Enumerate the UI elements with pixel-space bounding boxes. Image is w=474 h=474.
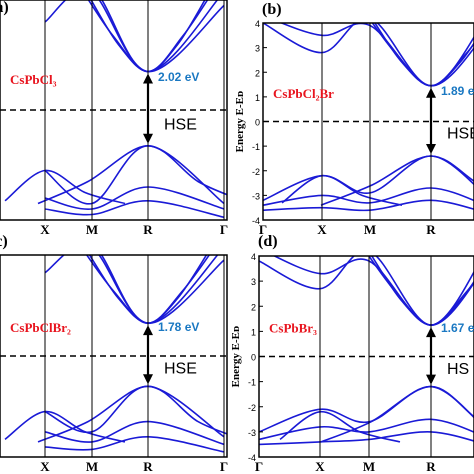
cbm-band-line: [370, 256, 474, 326]
compound-label: CsPbCl₃: [10, 72, 57, 87]
conduction-band-line: [98, 0, 225, 73]
ytick-label: 3: [251, 277, 256, 287]
valence-band-line: [44, 199, 225, 219]
kpoint-tick-label: Γ: [259, 222, 267, 237]
kpoint-tick-label: X: [40, 222, 50, 237]
ytick-label: -2: [248, 403, 256, 413]
ytick-label: -3: [248, 428, 256, 438]
cbm-band-line: [374, 23, 474, 87]
kpoint-tick-label: Γ: [220, 459, 228, 474]
gap-arrow-head-down: [143, 374, 153, 385]
conduction-band-line: [272, 256, 474, 326]
gap-arrow-head-up: [426, 327, 436, 338]
gap-arrow-head-down: [143, 133, 153, 144]
valence-band-line: [259, 385, 474, 433]
kpoint-tick-label: M: [86, 222, 98, 237]
plot-frame: [0, 0, 228, 221]
compound-label: CsPbCl₂Br: [273, 86, 334, 101]
y-axis-label: Energy E-Eᴅ: [230, 326, 242, 388]
ytick-label: 4: [251, 252, 256, 262]
panel-2: 1.78 eV HSE CsPbClBr₂ (c) X M R Γ: [0, 233, 228, 474]
valence-band-line: [44, 186, 225, 210]
ytick-label: -2: [252, 167, 260, 177]
method-label: HSE: [164, 116, 197, 133]
compound-label: CsPbBr₃: [269, 321, 317, 336]
y-axis-label: Energy E-Eᴅ: [234, 91, 246, 153]
panel-label: (d): [258, 233, 278, 250]
ytick-label: -3: [252, 191, 260, 201]
valence-band-line: [281, 174, 403, 206]
cbm-band-line: [371, 23, 474, 87]
vbm-band-line: [320, 155, 474, 206]
vbm-band-line: [37, 385, 227, 443]
method-label: HSE: [447, 126, 474, 143]
valence-band-line: [44, 420, 225, 446]
panel-label: (b): [262, 1, 282, 18]
kpoint-tick-label: X: [315, 459, 325, 474]
ytick-label: 2: [251, 302, 256, 312]
method-label: HS: [447, 361, 469, 378]
gap-arrow-head-down: [426, 143, 436, 154]
ytick-label: 2: [255, 68, 260, 78]
gap-arrow-head-up: [143, 73, 153, 84]
kpoint-tick-label: M: [86, 459, 98, 474]
gap-value-label: 2.02 eV: [158, 70, 199, 84]
gap-value-label: 1.67 e: [441, 321, 474, 335]
kpoint-tick-label: M: [363, 459, 375, 474]
panel-3: 1.67 e HS CsPbBr₃ (d) Γ X M R -4 -3 -2 -1 0 1 2 3 4 Energ…: [230, 233, 474, 474]
vbm-band-line: [320, 385, 474, 443]
ytick-label: -4: [252, 216, 260, 226]
ytick-label: 4: [255, 19, 260, 29]
conduction-band-line: [259, 256, 474, 326]
ytick-label: -1: [252, 142, 260, 152]
kpoint-tick-label: M: [364, 222, 376, 237]
valence-band-line: [4, 410, 126, 443]
ytick-label: -4: [248, 453, 256, 463]
plot-frame: [0, 254, 228, 458]
ytick-label: 3: [255, 44, 260, 54]
conduction-band-line: [279, 23, 474, 87]
panel-label: (c): [0, 233, 8, 250]
kpoint-tick-label: R: [426, 222, 436, 237]
valence-band-line: [279, 410, 401, 443]
panel-label: (a): [0, 0, 9, 16]
ytick-label: 1: [251, 327, 256, 337]
ytick-label: 0: [255, 118, 260, 128]
gap-value-label: 1.89 eV: [441, 84, 474, 98]
method-label: HSE: [164, 361, 197, 378]
gap-arrow-head-up: [143, 325, 153, 336]
ytick-label: 0: [251, 353, 256, 363]
valence-band-line: [4, 169, 126, 205]
compound-label: CsPbClBr₂: [10, 320, 71, 335]
valence-band-line: [263, 155, 474, 202]
panel-1: 1.89 eV HSE CsPbCl₂Br (b) Γ X M R -4 -3 -2 -1 0 1 2 3 4 E…: [234, 1, 474, 237]
kpoint-tick-label: X: [317, 222, 327, 237]
kpoint-tick-label: X: [40, 459, 50, 474]
kpoint-tick-label: Γ: [220, 222, 228, 237]
gap-arrow-head-down: [426, 374, 436, 385]
valence-band-line: [44, 144, 225, 205]
kpoint-tick-label: R: [426, 459, 436, 474]
gap-arrow-head-up: [426, 87, 436, 98]
ytick-label: 1: [255, 93, 260, 103]
valence-band-line: [44, 385, 225, 438]
conduction-band-line: [44, 0, 219, 73]
panel-0: 2.02 eV HSE CsPbCl₃ (a) X M R Γ: [0, 0, 228, 237]
gap-value-label: 1.78 eV: [158, 320, 199, 334]
valence-band-line: [263, 187, 474, 206]
ytick-label: -1: [248, 378, 256, 388]
kpoint-tick-label: R: [143, 459, 153, 474]
kpoint-tick-label: Γ: [255, 459, 263, 474]
conduction-band-line: [44, 255, 219, 325]
kpoint-tick-label: R: [143, 222, 153, 237]
